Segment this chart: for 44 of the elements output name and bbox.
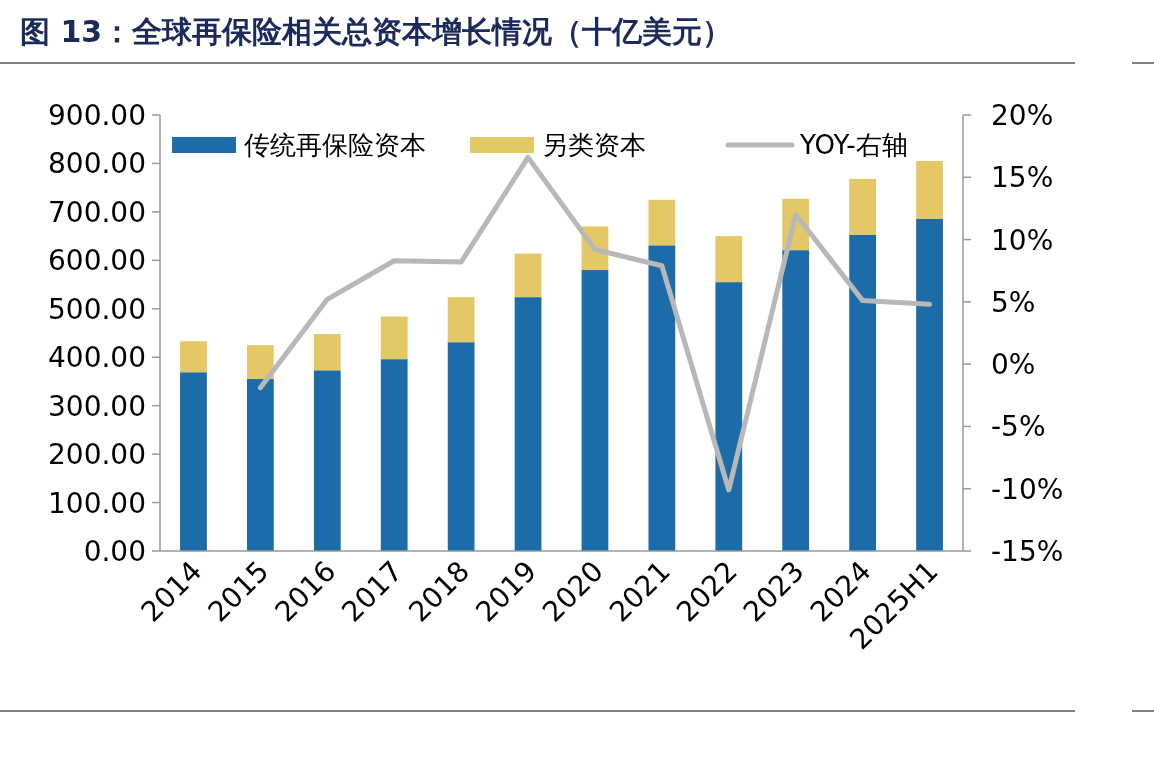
bar xyxy=(916,161,943,219)
bar xyxy=(313,333,341,371)
bar xyxy=(180,341,207,373)
y2-tick-label: 10% xyxy=(991,223,1054,257)
y2-tick-label: -15% xyxy=(991,535,1064,568)
y2-tick-label: 15% xyxy=(991,161,1054,195)
y2-tick-label: -10% xyxy=(991,472,1064,506)
y-tick-label: 900.00 xyxy=(48,99,146,132)
y-tick-label: 400.00 xyxy=(48,341,146,375)
y-tick-label: 600.00 xyxy=(48,244,146,278)
y-tick-label: 100.00 xyxy=(48,486,146,520)
bar xyxy=(514,253,542,298)
y-tick-label: 500.00 xyxy=(48,292,146,326)
bar xyxy=(849,234,877,551)
y-tick-label: 700.00 xyxy=(48,195,146,229)
bar xyxy=(514,297,542,551)
bar xyxy=(246,345,274,380)
bar xyxy=(782,250,810,551)
y2-tick-label: 0% xyxy=(991,348,1036,382)
chart-title: 图 13：全球再保险相关总资本增长情况（十亿美元） xyxy=(20,14,733,49)
bar xyxy=(648,245,676,551)
y2-tick-label: 5% xyxy=(991,285,1036,319)
legend-label: 另类资本 xyxy=(542,130,646,160)
bar xyxy=(313,370,341,551)
y2-tick-label: 20% xyxy=(991,99,1054,132)
bar xyxy=(715,236,743,283)
bar xyxy=(380,359,408,551)
y-tick-label: 200.00 xyxy=(48,438,146,472)
y2-tick-label: -5% xyxy=(991,410,1046,444)
legend-label: 传统再保险资本 xyxy=(244,130,426,160)
y-tick-label: 0.00 xyxy=(83,535,146,568)
bar xyxy=(581,270,609,551)
y-tick-label: 300.00 xyxy=(48,389,146,423)
bar xyxy=(380,316,408,360)
bar xyxy=(447,297,475,343)
y-tick-label: 800.00 xyxy=(48,147,146,181)
bar xyxy=(246,379,274,551)
bar xyxy=(648,199,676,246)
bar xyxy=(180,372,207,551)
bar xyxy=(447,342,475,551)
bar xyxy=(916,218,943,551)
bar xyxy=(849,178,877,235)
bar xyxy=(715,282,743,551)
legend-label: YOY-右轴 xyxy=(799,130,908,160)
